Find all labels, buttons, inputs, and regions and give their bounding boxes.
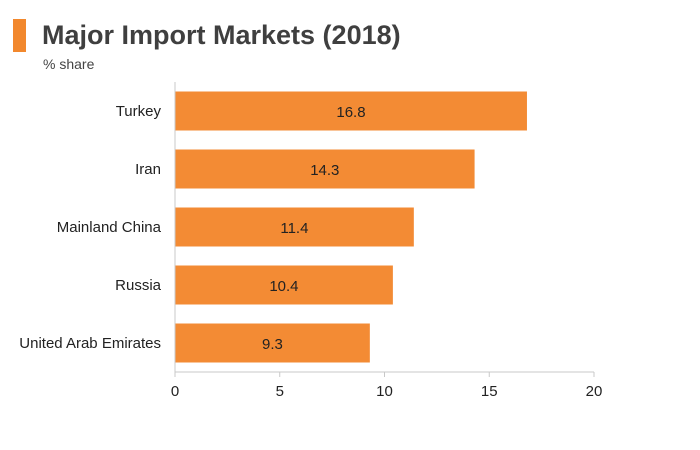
category-label: Russia: [115, 277, 162, 294]
data-label: 9.3: [262, 336, 283, 353]
data-label: 16.8: [336, 104, 365, 121]
bar: [175, 149, 475, 189]
chart-subtitle: % share: [43, 56, 95, 72]
bar: [175, 91, 527, 131]
bar: [175, 265, 393, 305]
title-accent-bar: [13, 19, 26, 52]
category-label: United Arab Emirates: [19, 335, 161, 352]
x-tick-label: 5: [276, 383, 284, 400]
x-tick-label: 0: [171, 383, 179, 400]
bar: [175, 323, 370, 363]
data-label: 10.4: [269, 278, 298, 295]
category-label: Iran: [135, 161, 161, 178]
category-label: Mainland China: [57, 219, 162, 236]
x-tick-label: 15: [481, 383, 498, 400]
data-label: 14.3: [310, 162, 339, 179]
x-tick-label: 10: [376, 383, 393, 400]
bar: [175, 207, 414, 247]
chart-title: Major Import Markets (2018): [42, 20, 401, 50]
data-label: 11.4: [280, 220, 308, 237]
category-label: Turkey: [116, 103, 162, 120]
x-tick-label: 20: [586, 383, 603, 400]
